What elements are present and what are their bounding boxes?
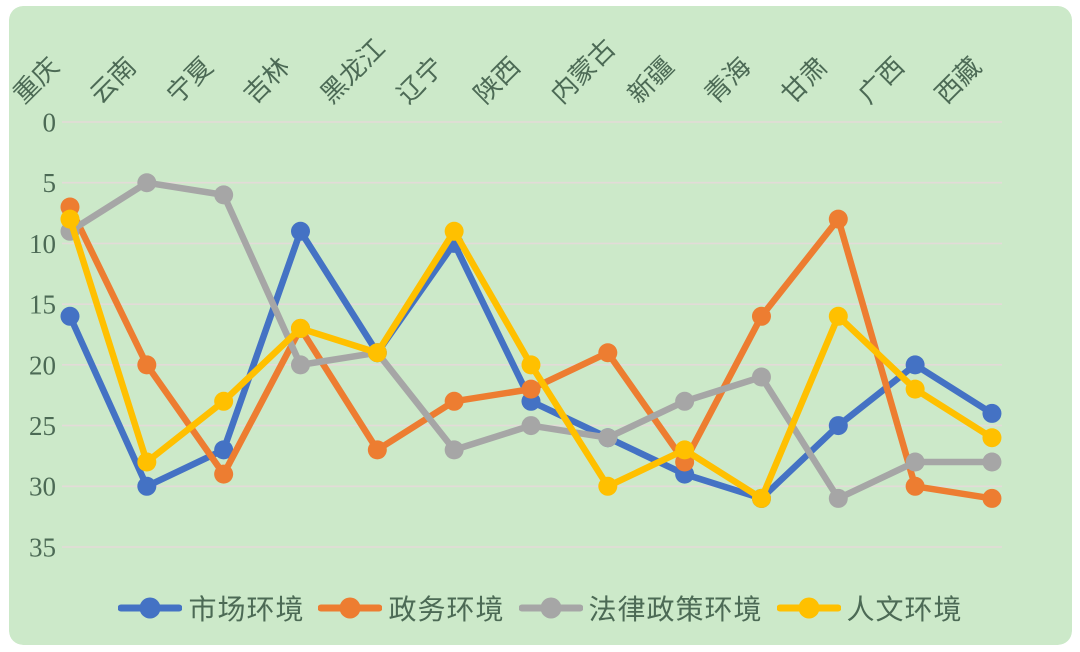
series-3-point-8 xyxy=(675,440,695,460)
y-tick-label: 25 xyxy=(29,411,56,441)
series-2-point-9 xyxy=(751,367,771,387)
series-1-point-10 xyxy=(828,209,848,229)
series-3-point-1 xyxy=(137,452,157,472)
chart-panel-background xyxy=(9,6,1072,645)
series-3-point-0 xyxy=(60,209,80,229)
series-0-point-11 xyxy=(905,355,925,375)
series-2-point-10 xyxy=(828,488,848,508)
series-2-point-7 xyxy=(598,428,618,448)
y-tick-label: 15 xyxy=(29,290,56,320)
series-1-point-7 xyxy=(598,343,618,363)
series-1-point-12 xyxy=(982,488,1002,508)
series-3-point-6 xyxy=(521,355,541,375)
series-2-point-8 xyxy=(675,391,695,411)
series-0-point-3 xyxy=(290,221,310,241)
series-2-point-5 xyxy=(444,440,464,460)
series-3-point-7 xyxy=(598,476,618,496)
series-3-point-3 xyxy=(290,318,310,338)
series-1-point-5 xyxy=(444,391,464,411)
series-2-point-12 xyxy=(982,452,1002,472)
series-3-point-10 xyxy=(828,306,848,326)
series-2-point-1 xyxy=(137,173,157,193)
series-3-point-9 xyxy=(751,488,771,508)
series-3-point-11 xyxy=(905,379,925,399)
series-0-point-0 xyxy=(60,306,80,326)
y-tick-label: 30 xyxy=(29,472,56,502)
series-1-point-11 xyxy=(905,476,925,496)
series-0-point-1 xyxy=(137,476,157,496)
y-tick-label: 35 xyxy=(29,532,56,562)
y-tick-label: 20 xyxy=(29,350,56,380)
series-0-point-2 xyxy=(214,440,234,460)
series-3-point-5 xyxy=(444,221,464,241)
series-0-point-10 xyxy=(828,416,848,436)
series-1-point-1 xyxy=(137,355,157,375)
series-2-point-6 xyxy=(521,416,541,436)
series-1-point-6 xyxy=(521,379,541,399)
y-tick-label: 10 xyxy=(29,229,56,259)
series-2-point-2 xyxy=(214,185,234,205)
series-3-point-12 xyxy=(982,428,1002,448)
series-3-point-4 xyxy=(367,343,387,363)
series-1-point-9 xyxy=(751,306,771,326)
y-tick-label: 5 xyxy=(43,168,57,198)
chart-card: 0 5 10 15 20 25 30 35 重庆 云南 宁夏 吉林 黑龙江 辽宁 陕西 内蒙古 新疆 青海 甘肃 广西… xyxy=(9,6,1072,645)
series-1-point-2 xyxy=(214,464,234,484)
series-1-point-4 xyxy=(367,440,387,460)
y-tick-label: 0 xyxy=(43,107,57,137)
series-2-point-11 xyxy=(905,452,925,472)
series-3-point-2 xyxy=(214,391,234,411)
series-0-point-12 xyxy=(982,403,1002,423)
series-2-point-3 xyxy=(290,355,310,375)
